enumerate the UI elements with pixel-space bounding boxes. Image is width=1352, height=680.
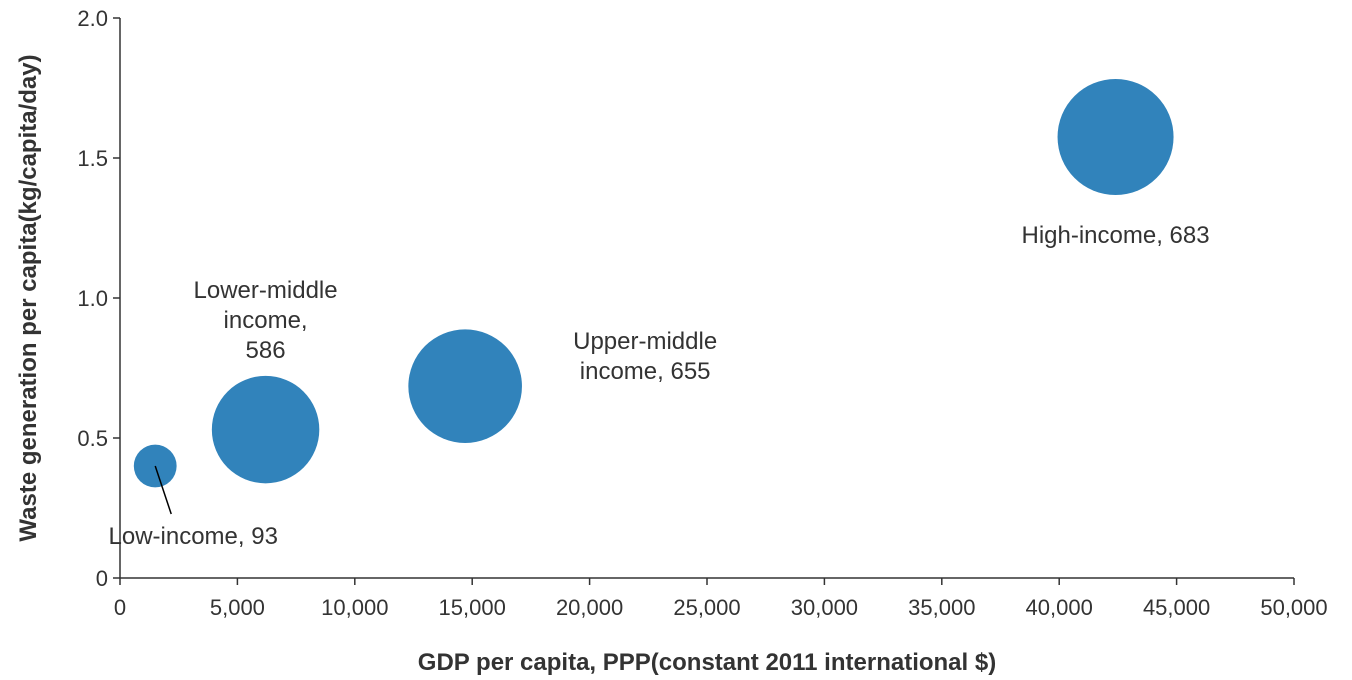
x-tick-label: 15,000 <box>439 595 506 620</box>
bubble-label-upper-middle-income: Upper-middle income, 655 <box>573 328 717 385</box>
bubble-label-line: income, <box>224 307 308 334</box>
bubble-label-low-income: Low-income, 93 <box>109 523 278 550</box>
bubble-label-line: Low-income, 93 <box>109 523 278 550</box>
bubble-label-line: income, 655 <box>580 358 711 385</box>
y-tick-label: 2.0 <box>77 6 108 31</box>
y-tick-label: 0.5 <box>77 426 108 451</box>
bubble-labels: Low-income, 93 Lower-middle income, 586 Uppe… <box>109 222 1210 550</box>
x-tick-label: 10,000 <box>321 595 388 620</box>
leader-line <box>154 465 172 515</box>
x-tick-label: 35,000 <box>908 595 975 620</box>
bubble-lower-middle-income <box>211 375 320 484</box>
x-tick-label: 30,000 <box>791 595 858 620</box>
x-ticks: 0 5,000 10,000 15,000 20,000 25,000 30,000 35,0… <box>114 578 1328 620</box>
bubbles-layer <box>133 79 1174 488</box>
x-tick-label: 25,000 <box>673 595 740 620</box>
x-tick-label: 50,000 <box>1260 595 1327 620</box>
bubble-upper-middle-income <box>408 329 522 443</box>
bubble-label-line: Lower-middle <box>194 277 338 304</box>
x-tick-label: 20,000 <box>556 595 623 620</box>
x-axis-title: GDP per capita, PPP(constant 2011 intern… <box>418 649 996 676</box>
bubble-label-high-income: High-income, 683 <box>1021 222 1209 249</box>
y-axis-title: Waste generation per capita(kg/capita/da… <box>15 54 42 541</box>
bubble-label-lower-middle-income: Lower-middle income, 586 <box>194 277 338 364</box>
y-tick-label: 1.0 <box>77 286 108 311</box>
bubble-label-line: High-income, 683 <box>1021 222 1209 249</box>
bubble-label-line: 586 <box>246 337 286 364</box>
x-tick-label: 40,000 <box>1026 595 1093 620</box>
bubble-high-income <box>1057 79 1174 195</box>
y-tick-label: 0 <box>96 566 108 591</box>
x-tick-label: 0 <box>114 595 126 620</box>
y-tick-label: 1.5 <box>77 146 108 171</box>
y-ticks: 0 0.5 1.0 1.5 2.0 <box>77 6 120 591</box>
x-tick-label: 5,000 <box>210 595 265 620</box>
x-tick-label: 45,000 <box>1143 595 1210 620</box>
bubble-label-line: Upper-middle <box>573 328 717 355</box>
